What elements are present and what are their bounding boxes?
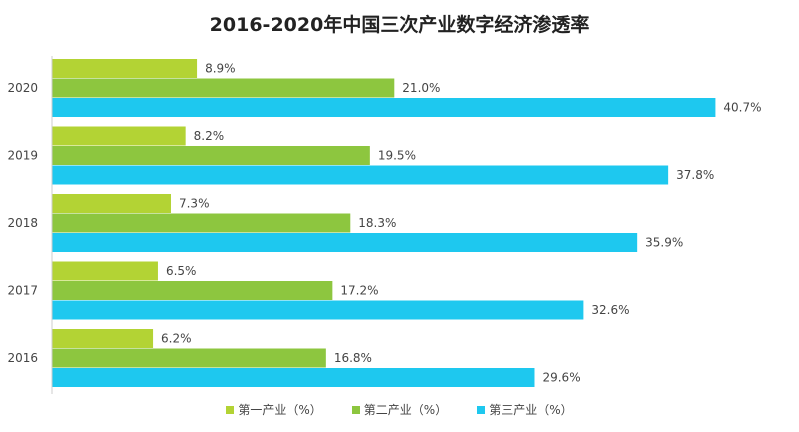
bar-2019-series-2 bbox=[52, 146, 370, 165]
legend-swatch bbox=[351, 405, 360, 414]
data-label-2017-series-3: 32.6% bbox=[591, 303, 629, 317]
bar-2019-series-3 bbox=[52, 165, 669, 185]
data-label-2016-series-3: 29.6% bbox=[542, 371, 580, 385]
legend-item-series-3: 第三产业（%） bbox=[477, 401, 573, 418]
bar-2017-series-3 bbox=[52, 300, 584, 320]
category-label-2019: 2019 bbox=[7, 149, 38, 163]
legend-swatch bbox=[226, 405, 235, 414]
legend-label: 第三产业（%） bbox=[489, 403, 573, 417]
bar-2018-series-2 bbox=[52, 213, 351, 233]
data-label-2020-series-1: 8.9% bbox=[205, 62, 236, 76]
data-label-2020-series-3: 40.7% bbox=[723, 101, 761, 115]
data-label-2018-series-2: 18.3% bbox=[358, 216, 396, 230]
bar-2016-series-3 bbox=[52, 368, 535, 387]
legend-item-series-1: 第一产业（%） bbox=[226, 401, 322, 418]
data-label-2016-series-1: 6.2% bbox=[161, 332, 192, 346]
data-label-2017-series-2: 17.2% bbox=[340, 284, 378, 298]
legend-label: 第二产业（%） bbox=[363, 403, 448, 417]
category-label-2016: 2016 bbox=[7, 351, 38, 365]
bar-2019-series-1 bbox=[52, 126, 186, 146]
category-label-2017: 2017 bbox=[7, 284, 38, 298]
bar-chart: 2020 8.9% 21.0% 40.7% 2019 8.2% 19.5% 37.8% 2018… bbox=[7, 56, 762, 394]
data-label-2019-series-1: 8.2% bbox=[194, 129, 225, 143]
bar-2016-series-2 bbox=[52, 348, 326, 368]
legend-label: 第一产业（%） bbox=[238, 403, 322, 417]
data-label-2020-series-2: 21.0% bbox=[402, 81, 440, 95]
bar-2020-series-3 bbox=[52, 98, 716, 117]
category-label-2018: 2018 bbox=[7, 216, 38, 230]
legend: 第一产业（%） 第二产业（%） 第三产业（%） bbox=[0, 401, 799, 418]
data-label-2019-series-2: 19.5% bbox=[378, 149, 416, 163]
data-label-2018-series-1: 7.3% bbox=[179, 197, 210, 211]
labels-layer: 2020 8.9% 21.0% 40.7% 2019 8.2% 19.5% 37.8% 2018… bbox=[7, 62, 761, 385]
category-label-2020: 2020 bbox=[7, 81, 38, 95]
data-label-2016-series-2: 16.8% bbox=[334, 351, 372, 365]
data-label-2018-series-3: 35.9% bbox=[645, 236, 683, 250]
legend-swatch bbox=[477, 405, 486, 414]
chart-title: 2016-2020年中国三次产业数字经济渗透率 bbox=[209, 14, 590, 36]
bar-2020-series-2 bbox=[52, 78, 395, 98]
bar-2016-series-1 bbox=[52, 329, 154, 348]
legend-item-series-2: 第二产业（%） bbox=[351, 401, 448, 418]
data-label-2017-series-1: 6.5% bbox=[166, 264, 197, 278]
bar-2017-series-2 bbox=[52, 281, 333, 300]
bar-2020-series-1 bbox=[52, 59, 198, 78]
bar-2017-series-1 bbox=[52, 261, 158, 281]
bar-2018-series-1 bbox=[52, 194, 171, 213]
data-label-2019-series-3: 37.8% bbox=[676, 168, 714, 182]
bar-2018-series-3 bbox=[52, 233, 638, 252]
bars-layer bbox=[52, 59, 716, 387]
